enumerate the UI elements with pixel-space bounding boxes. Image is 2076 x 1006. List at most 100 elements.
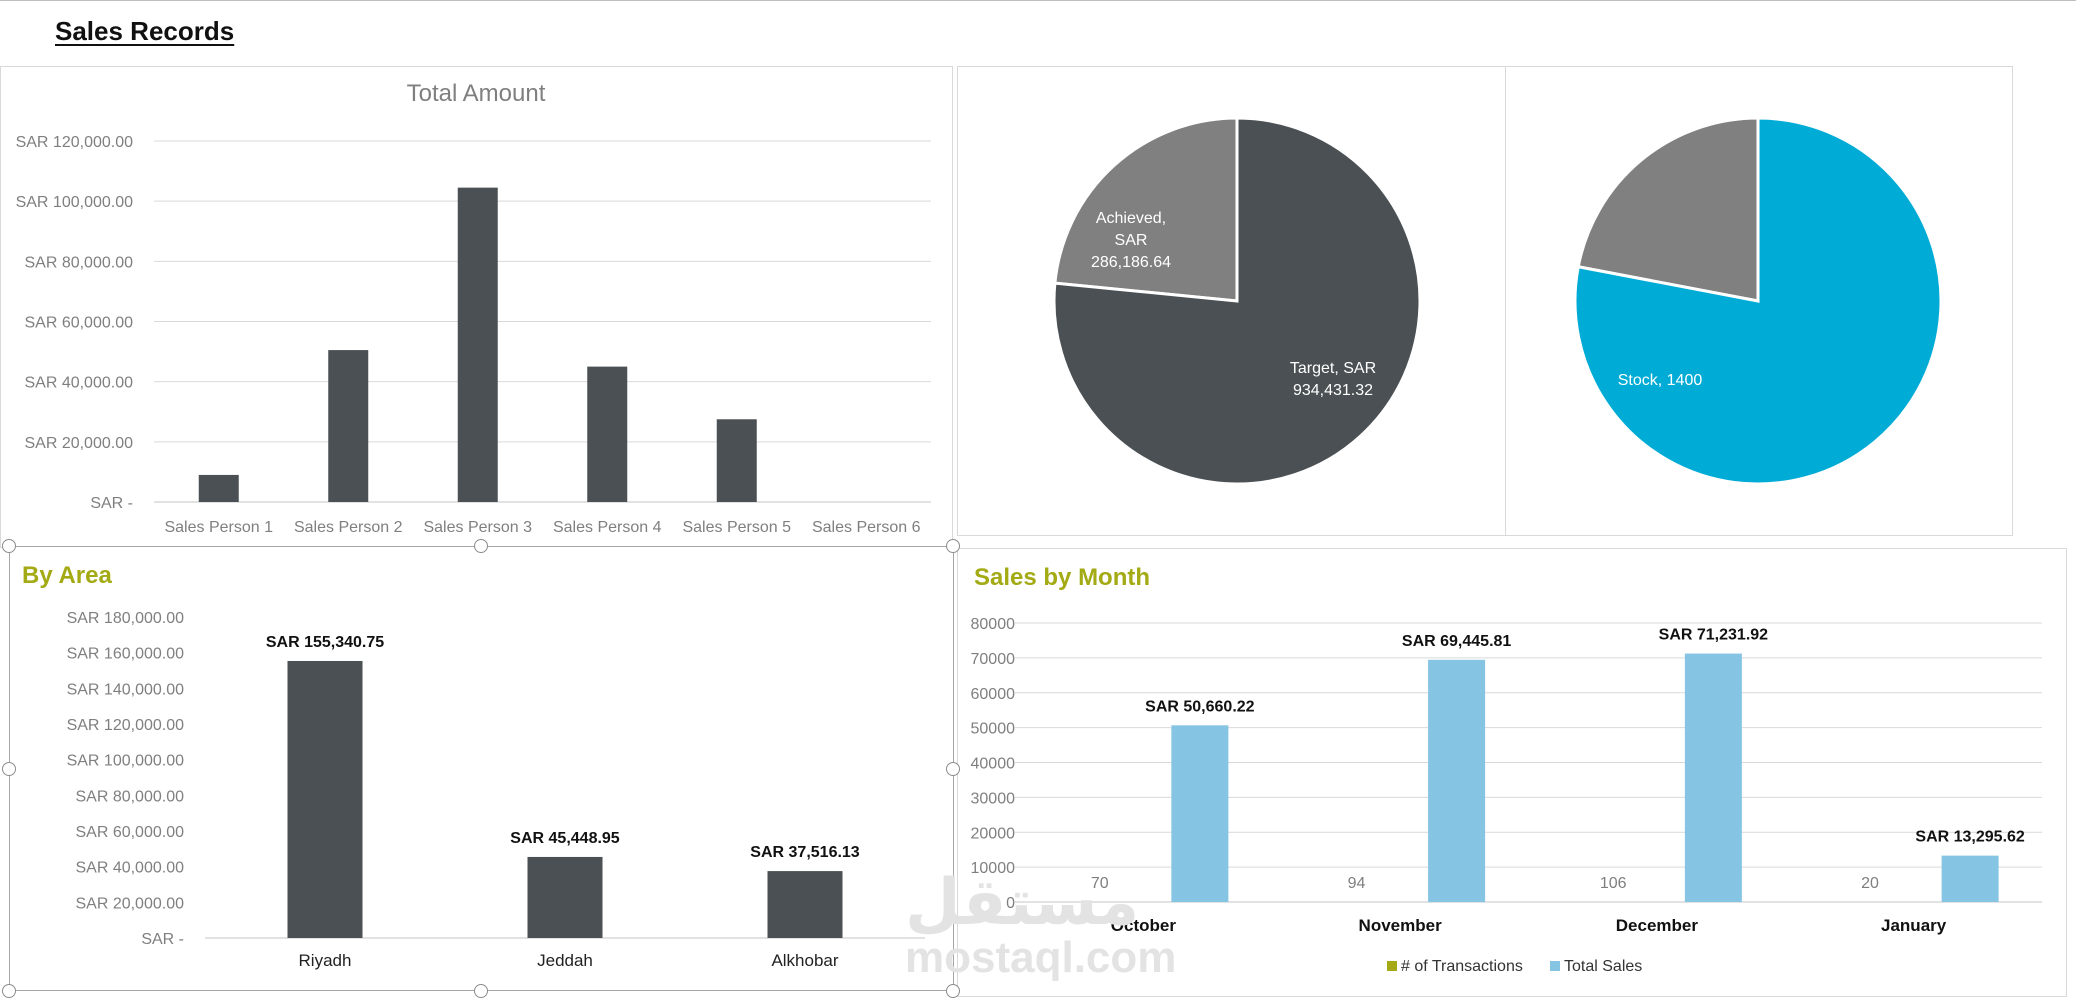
resize-handle-bottom-left[interactable] xyxy=(2,984,16,998)
bar-total-sales xyxy=(1941,855,1999,902)
transactions-data-label: 94 xyxy=(1348,875,1366,892)
resize-handle-top-right[interactable] xyxy=(946,539,960,553)
y-tick-label: SAR 60,000.00 xyxy=(24,315,133,332)
sales-data-label: SAR 50,660.22 xyxy=(1145,698,1255,715)
sales-data-label: SAR 13,295.62 xyxy=(1915,829,2025,846)
legend-swatch-transactions xyxy=(1387,961,1397,971)
y-tick-label: SAR 100,000.00 xyxy=(67,753,185,770)
pie-slice xyxy=(1573,116,1943,486)
y-tick-label: SAR 120,000.00 xyxy=(67,717,185,734)
x-tick-label: Sales Person 6 xyxy=(812,519,921,536)
p-total-svg: Total Amount SAR - SAR 20,000.00 SAR 40,000… xyxy=(16,80,931,536)
y-tick-label: SAR 160,000.00 xyxy=(67,646,185,663)
legend-label-transactions: # of Transactions xyxy=(1401,958,1523,975)
resize-handle-bottom[interactable] xyxy=(474,984,488,998)
y-tick-label: 70000 xyxy=(971,651,1016,668)
resize-handle-top-left[interactable] xyxy=(2,539,16,553)
sales-by-month-chart[interactable]: Sales by Month 0 10000 20000 30000 40000 50000… xyxy=(957,548,2067,997)
chart-title: Total Amount xyxy=(407,80,546,107)
bar xyxy=(457,187,498,503)
pie-data-label: 286,186.64 xyxy=(1091,254,1171,271)
bar xyxy=(287,660,363,938)
page-title: Sales Records xyxy=(55,16,235,46)
x-tick-label: January xyxy=(1881,916,1947,935)
resize-handle-bottom-right[interactable] xyxy=(946,984,960,998)
transactions-data-label: 106 xyxy=(1600,875,1627,892)
sales-data-label: SAR 71,231.92 xyxy=(1659,627,1769,644)
y-tick-label: SAR 60,000.00 xyxy=(75,824,184,841)
chart-title: By Area xyxy=(22,562,112,589)
sales-data-label: SAR 69,445.81 xyxy=(1402,633,1512,650)
resize-handle-top[interactable] xyxy=(474,539,488,553)
y-tick-label: 0 xyxy=(1006,895,1015,912)
p-month-svg: Sales by Month 0 10000 20000 30000 40000 50000… xyxy=(971,564,2042,975)
selection-frame xyxy=(9,546,954,991)
pie-data-label: Achieved, xyxy=(1096,210,1166,227)
y-tick-label: 60000 xyxy=(971,686,1016,703)
bar-data-label: SAR 155,340.75 xyxy=(266,634,384,651)
bar xyxy=(328,350,369,502)
y-tick-label: 20000 xyxy=(971,825,1016,842)
bar-data-label: SAR 37,516.13 xyxy=(750,844,860,861)
bar xyxy=(767,871,843,938)
pie-data-label: SAR xyxy=(1115,232,1148,249)
x-tick-label: Sales Person 2 xyxy=(294,519,403,536)
y-tick-label: SAR 40,000.00 xyxy=(75,860,184,877)
x-tick-label: November xyxy=(1359,916,1443,935)
y-tick-label: SAR - xyxy=(141,931,184,948)
transactions-data-label: 70 xyxy=(1091,875,1109,892)
watermark: مستقل mostaql.com xyxy=(905,870,1176,980)
y-tick-label: SAR 120,000.00 xyxy=(16,134,134,151)
x-tick-label: Sales Person 1 xyxy=(164,519,273,536)
x-tick-label: December xyxy=(1616,916,1699,935)
x-tick-label: October xyxy=(1111,916,1177,935)
bar xyxy=(716,419,757,502)
x-tick-label: Jeddah xyxy=(537,951,593,970)
y-tick-label: 30000 xyxy=(971,790,1016,807)
transactions-data-label: 20 xyxy=(1861,875,1879,892)
y-tick-label: SAR 80,000.00 xyxy=(24,254,133,271)
y-tick-label: SAR 140,000.00 xyxy=(67,681,185,698)
bar-data-label: SAR 45,448.95 xyxy=(510,830,620,847)
pie-data-label: 934,431.32 xyxy=(1293,382,1373,399)
y-tick-label: SAR - xyxy=(90,495,133,512)
bar xyxy=(527,856,603,938)
bar-total-sales xyxy=(1171,725,1229,902)
y-tick-label: 10000 xyxy=(971,860,1016,877)
bar-total-sales xyxy=(1428,659,1486,902)
y-tick-label: SAR 40,000.00 xyxy=(24,375,133,392)
y-tick-label: SAR 80,000.00 xyxy=(75,788,184,805)
bar-total-sales xyxy=(1684,653,1742,902)
p-area-svg: By Area SAR - SAR 20,000.00 SAR 40,000.00 SA… xyxy=(22,562,925,970)
target-pie-chart[interactable]: Achieved, SAR 286,186.64 Target, SAR 934,431… xyxy=(957,66,1508,536)
watermark-latin: mostaql.com xyxy=(905,933,1177,982)
x-tick-label: Riyadh xyxy=(299,951,352,970)
bar xyxy=(198,474,239,502)
by-area-chart[interactable]: By Area SAR - SAR 20,000.00 SAR 40,000.00 SA… xyxy=(9,546,955,992)
legend-label-sales: Total Sales xyxy=(1564,958,1642,975)
y-tick-label: SAR 20,000.00 xyxy=(75,895,184,912)
p-stock-svg: Items Sold,395Stock, 1400 xyxy=(1573,116,1943,486)
x-tick-label: Sales Person 5 xyxy=(682,519,791,536)
y-tick-label: SAR 20,000.00 xyxy=(24,435,133,452)
y-tick-label: SAR 180,000.00 xyxy=(67,610,185,627)
legend-swatch-sales xyxy=(1550,961,1560,971)
y-tick-label: 80000 xyxy=(971,616,1016,633)
pie-slice xyxy=(1053,116,1239,303)
x-tick-label: Alkhobar xyxy=(771,951,838,970)
x-tick-label: Sales Person 3 xyxy=(423,519,532,536)
watermark-arabic: مستقل xyxy=(905,866,1140,938)
y-tick-label: 40000 xyxy=(971,756,1016,773)
pie-data-label: Target, SAR xyxy=(1290,360,1376,377)
bar xyxy=(587,366,628,502)
pie-data-label: Stock, 1400 xyxy=(1618,372,1703,389)
x-tick-label: Sales Person 4 xyxy=(553,519,662,536)
y-tick-label: 50000 xyxy=(971,721,1016,738)
stock-pie-chart[interactable]: Items Sold,395Stock, 1400 xyxy=(1505,66,2013,536)
total-amount-chart[interactable]: Total Amount SAR - SAR 20,000.00 SAR 40,000… xyxy=(0,66,953,548)
p-target-svg: Achieved, SAR 286,186.64 Target, SAR 934,431… xyxy=(1052,116,1422,486)
resize-handle-left[interactable] xyxy=(2,762,16,776)
resize-handle-right[interactable] xyxy=(946,762,960,776)
y-tick-label: SAR 100,000.00 xyxy=(16,194,134,211)
chart-title: Sales by Month xyxy=(974,564,1150,591)
